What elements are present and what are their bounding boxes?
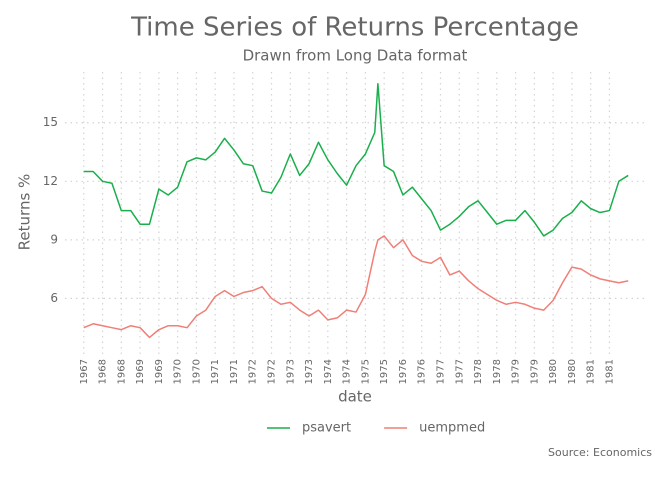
x-tick-label: 1981	[586, 359, 597, 384]
x-tick-label: 1979	[511, 359, 522, 384]
y-tick-label: 9	[50, 232, 58, 246]
x-axis-label: date	[338, 388, 372, 406]
x-tick-label: 1980	[548, 359, 559, 384]
x-tick-label: 1974	[323, 359, 334, 384]
x-tick-label: 1969	[154, 359, 165, 384]
y-axis-label: Returns %	[16, 174, 34, 251]
x-tick-label: 1976	[417, 359, 428, 384]
x-tick-label: 1970	[191, 359, 202, 384]
x-tick-label: 1968	[116, 359, 127, 384]
x-tick-label: 1980	[567, 359, 578, 384]
x-tick-label: 1978	[492, 359, 503, 384]
x-tick-label: 1967	[79, 359, 90, 384]
legend-label: uempmed	[419, 421, 485, 436]
series-line	[83, 235, 629, 339]
x-tick-label: 1975	[379, 359, 390, 384]
x-tick-label: 1978	[473, 359, 484, 384]
x-tick-label: 1979	[529, 359, 540, 384]
x-tick-label: 1969	[135, 359, 146, 384]
x-tick-label: 1972	[248, 359, 259, 384]
x-tick-label: 1975	[360, 359, 371, 384]
series-line	[83, 82, 629, 237]
x-tick-label: 1971	[229, 359, 240, 384]
x-tick-label: 1977	[454, 359, 465, 384]
chart-title: Time Series of Returns Percentage	[130, 13, 579, 43]
x-tick-label: 1977	[435, 359, 446, 384]
x-tick-label: 1973	[304, 359, 315, 384]
legend-label: psavert	[302, 421, 351, 436]
x-tick-label: 1974	[342, 359, 353, 384]
x-tick-label: 1971	[210, 359, 221, 384]
x-tick-label: 1968	[98, 359, 109, 384]
x-tick-label: 1976	[398, 359, 409, 384]
x-tick-label: 1972	[267, 359, 278, 384]
x-tick-label: 1981	[604, 359, 615, 384]
y-tick-label: 12	[43, 174, 58, 188]
y-tick-label: 15	[43, 115, 58, 129]
y-tick-label: 6	[50, 291, 58, 305]
caption: Source: Economics	[548, 446, 652, 459]
x-tick-label: 1970	[173, 359, 184, 384]
chart-subtitle: Drawn from Long Data format	[243, 47, 468, 65]
x-tick-label: 1973	[285, 359, 296, 384]
